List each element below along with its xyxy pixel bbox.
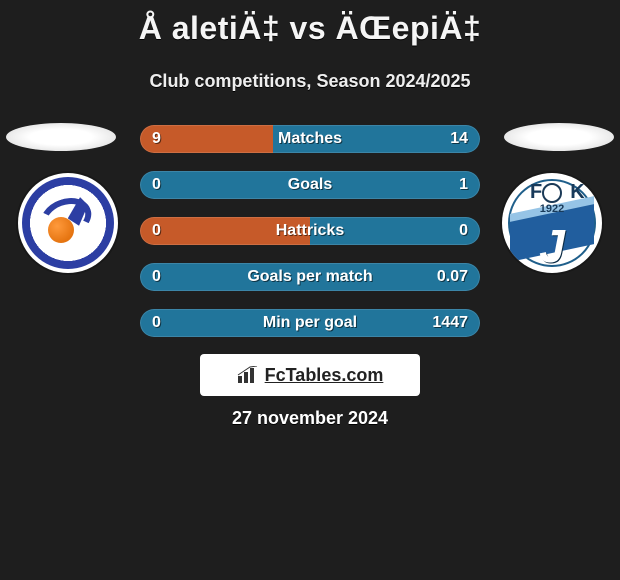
club-badge-left[interactable] <box>18 173 118 273</box>
stat-value-left: 0 <box>152 309 161 337</box>
crest-big: J <box>502 219 602 273</box>
shadow-ellipse-right <box>504 123 614 151</box>
stat-value-left: 0 <box>152 263 161 291</box>
stat-value-left: 9 <box>152 125 161 153</box>
crest-ball <box>48 217 74 243</box>
footer-date: 27 november 2024 <box>0 408 620 429</box>
stat-value-left: 0 <box>152 171 161 199</box>
crest-letters: FK <box>502 181 602 204</box>
stat-label: Hattricks <box>276 222 344 239</box>
stat-label: Goals per match <box>247 268 372 285</box>
crest-year: 1922 <box>502 203 602 215</box>
stat-row: 0 1447 Min per goal <box>140 309 480 337</box>
brand-icon <box>237 366 259 384</box>
comparison-card: Å aletiÄ‡ vs ÄŒepiÄ‡ Club competitions, … <box>0 0 620 580</box>
brand-link[interactable]: FcTables.com <box>200 354 420 396</box>
brand-text: FcTables.com <box>265 365 384 386</box>
stat-value-right: 0.07 <box>437 263 468 291</box>
stat-label: Matches <box>278 130 342 147</box>
stat-value-right: 0 <box>459 217 468 245</box>
stat-value-right: 14 <box>450 125 468 153</box>
page-subtitle: Club competitions, Season 2024/2025 <box>0 71 620 92</box>
club-badge-right[interactable]: FK 1922 J <box>502 173 602 273</box>
stat-row: 9 14 Matches <box>140 125 480 153</box>
stat-value-right: 1 <box>459 171 468 199</box>
stat-row: 0 0 Hattricks <box>140 217 480 245</box>
shadow-ellipse-left <box>6 123 116 151</box>
stat-label: Min per goal <box>263 314 357 331</box>
page-title: Å aletiÄ‡ vs ÄŒepiÄ‡ <box>0 0 620 47</box>
stat-row: 0 0.07 Goals per match <box>140 263 480 291</box>
stats-panel: 9 14 Matches 0 1 Goals 0 0 Hattricks 0 0.07 Goals p… <box>140 125 480 355</box>
stat-row: 0 1 Goals <box>140 171 480 199</box>
stat-value-right: 1447 <box>432 309 468 337</box>
stat-label: Goals <box>288 176 332 193</box>
stat-value-left: 0 <box>152 217 161 245</box>
